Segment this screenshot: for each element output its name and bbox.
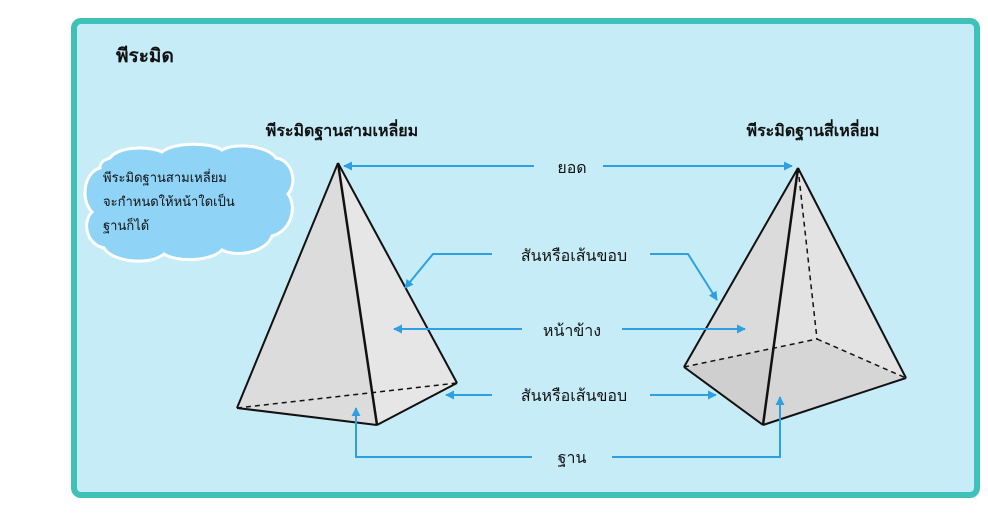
label-base: ฐาน — [558, 448, 587, 467]
label-lateral-face: หน้าข้าง — [543, 321, 601, 340]
arrow-edge-top-left — [404, 253, 492, 289]
page-title: พีระมิด — [116, 45, 174, 67]
note-line-1: พีระมิดฐานสามเหลี่ยม — [103, 169, 227, 186]
note-line-3: ฐานก็ได้ — [103, 216, 149, 234]
note-cloud: พีระมิดฐานสามเหลี่ยม จะกำหนดให้หน้าใดเป็… — [83, 142, 295, 263]
triangular-pyramid — [236, 162, 458, 426]
arrow-base-right — [612, 396, 785, 458]
label-edge-bottom: สันหรือเส้นขอบ — [521, 386, 627, 405]
arrow-base-left — [351, 407, 532, 458]
arrow-edge-top-right — [650, 253, 718, 301]
left-pyramid-heading: พีระมิดฐานสามเหลี่ยม — [266, 119, 418, 141]
label-edge-top: สันหรือเส้นขอบ — [521, 246, 627, 265]
note-line-2: จะกำหนดให้หน้าใดเป็น — [103, 192, 235, 210]
right-pyramid-heading: พีระมิดฐานสี่เหลี่ยม — [747, 119, 880, 141]
callout-arrows — [343, 161, 793, 458]
tri-left-face — [237, 163, 377, 425]
label-apex: ยอด — [557, 158, 586, 177]
square-pyramid — [683, 167, 907, 426]
sq-front-right-face — [763, 168, 906, 425]
